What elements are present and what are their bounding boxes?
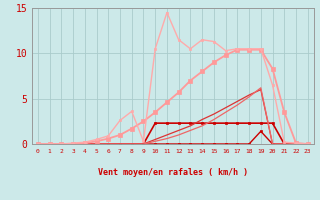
X-axis label: Vent moyen/en rafales ( km/h ): Vent moyen/en rafales ( km/h ) (98, 168, 248, 177)
